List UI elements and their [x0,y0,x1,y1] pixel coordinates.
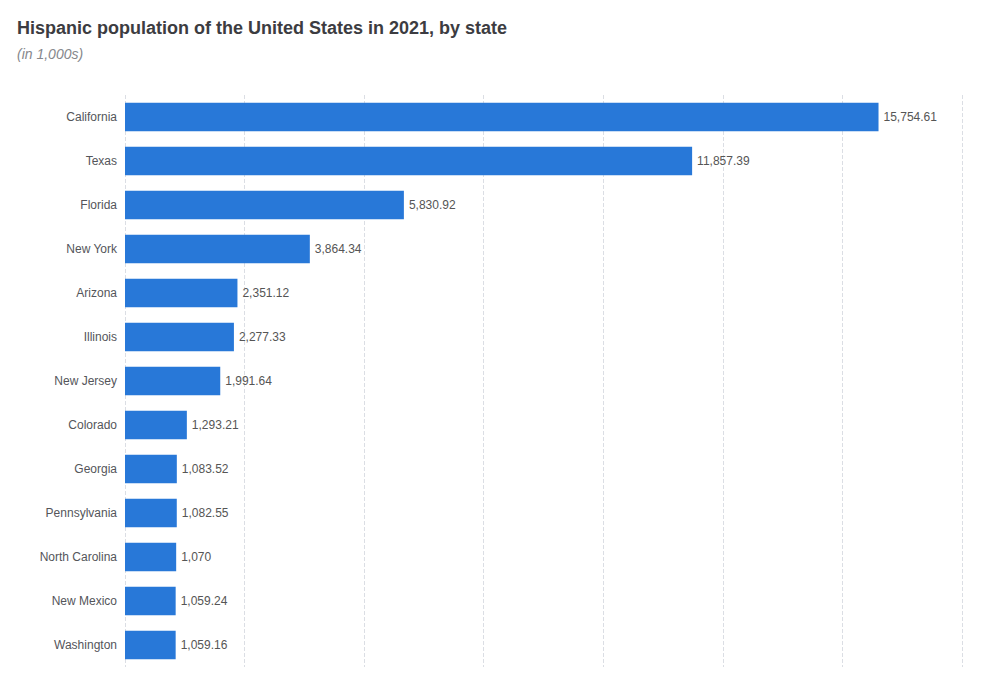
svg-text:North Carolina: North Carolina [40,550,118,564]
svg-text:15,754.61: 15,754.61 [884,110,938,124]
svg-text:5,830.92: 5,830.92 [409,198,456,212]
svg-text:2,277.33: 2,277.33 [239,330,286,344]
svg-text:1,059.16: 1,059.16 [181,638,228,652]
svg-text:Florida: Florida [80,198,117,212]
svg-text:New Jersey: New Jersey [54,374,117,388]
svg-text:Arizona: Arizona [76,286,117,300]
svg-text:11,857.39: 11,857.39 [697,154,750,168]
svg-text:3,864.34: 3,864.34 [315,242,362,256]
svg-text:Georgia: Georgia [74,462,117,476]
svg-text:1,082.55: 1,082.55 [182,506,229,520]
svg-text:Colorado: Colorado [68,418,117,432]
svg-text:New Mexico: New Mexico [52,594,118,608]
svg-text:Hispanic population of the Uni: Hispanic population of the United States… [17,18,507,38]
svg-text:Texas: Texas [86,154,117,168]
svg-text:(in 1,000s): (in 1,000s) [17,46,83,62]
svg-text:California: California [66,110,117,124]
svg-text:Pennsylvania: Pennsylvania [46,506,118,520]
svg-text:1,070: 1,070 [181,550,211,564]
svg-text:New York: New York [66,242,118,256]
svg-text:1,991.64: 1,991.64 [225,374,272,388]
svg-text:1,293.21: 1,293.21 [192,418,239,432]
svg-text:Washington: Washington [54,638,117,652]
svg-text:Illinois: Illinois [84,330,117,344]
svg-text:1,083.52: 1,083.52 [182,462,229,476]
svg-text:2,351.12: 2,351.12 [242,286,289,300]
svg-text:1,059.24: 1,059.24 [181,594,228,608]
